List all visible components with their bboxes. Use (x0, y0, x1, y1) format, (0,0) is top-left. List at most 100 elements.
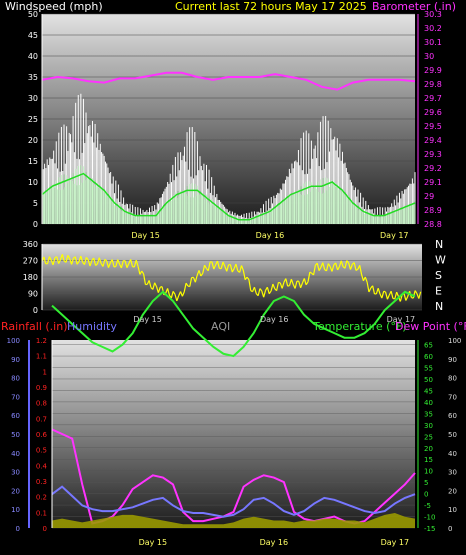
wind-dir-segment (266, 287, 270, 294)
rain-y-tick: 0.7 (36, 415, 47, 423)
wind-dir-segment (137, 266, 141, 275)
wind-dir-segment (335, 262, 339, 271)
current-title: Current last 72 hours May 17 2025 (175, 0, 367, 13)
wind-dir-segment (270, 283, 274, 292)
wind-dir-segment (93, 257, 97, 266)
wind-dir-segment (107, 262, 111, 268)
wind-dir-segment (372, 285, 376, 295)
wind-dir-segment (98, 257, 102, 264)
barometer-y-tick: 29 (424, 192, 434, 201)
wind-y-tick: 10 (28, 178, 38, 187)
wind-dir-segment (257, 288, 261, 296)
wind-y-tick: 40 (28, 52, 38, 61)
wind-dir-segment (133, 259, 137, 268)
wind-dir-segment (176, 295, 180, 302)
wind-dir-segment (353, 262, 357, 271)
rain-y-tick: 1 (43, 368, 47, 376)
barometer-title: Barometer (.in) (372, 0, 456, 13)
humidity-label: Humidity (67, 320, 117, 333)
wind-avg-line (41, 172, 416, 221)
rain-y-tick: 0.2 (36, 494, 47, 502)
rain-y-tick: 1.1 (36, 353, 47, 361)
compass-label: W (435, 254, 446, 267)
wind-dir-segment (268, 290, 272, 295)
wind-dir-segment (231, 268, 235, 273)
wind-dir-segment (290, 278, 294, 285)
wind-dir-segment (403, 293, 407, 301)
wind-dir-segment (207, 261, 211, 271)
barometer-y-tick: 29.3 (424, 150, 442, 159)
wind-y-tick: 50 (28, 10, 38, 19)
wind-dir-segment (414, 290, 418, 294)
barometer-y-tick: 30 (424, 52, 434, 61)
rain-y-tick: 0.8 (36, 400, 47, 408)
wind-dir-segment (170, 291, 174, 299)
compass-label: E (435, 285, 442, 298)
wind-dir-segment (240, 265, 244, 271)
wind-dir-segment (263, 290, 267, 298)
wind-dir-segment (204, 264, 207, 269)
wind-dir-segment (298, 281, 302, 288)
wind-dir-segment (355, 268, 359, 272)
dir-x-tick-1: Day 15 (133, 315, 162, 324)
humidity-y-tick: 0 (16, 525, 20, 533)
wind-dir-segment (220, 261, 224, 269)
wind-dir-segment (418, 291, 422, 299)
barometer-y-tick: 30.3 (424, 10, 442, 19)
wind-dir-segment (43, 256, 47, 264)
wind-dir-segment (143, 273, 147, 285)
wind-dir-segment (322, 262, 326, 270)
wind-dir-segment (226, 264, 230, 272)
wind-dir-segment (56, 256, 60, 264)
wind-dir-segment (235, 263, 239, 272)
rain-y-tick: 0.6 (36, 431, 48, 439)
aqi-label: AQI (211, 320, 230, 333)
dewpoint-y-tick: 70 (448, 393, 457, 401)
wind-dir-segment (157, 287, 161, 293)
barometer-y-tick: 29.2 (424, 164, 442, 173)
humidity-y-tick: 50 (11, 431, 20, 439)
wind-dir-segment (294, 280, 298, 289)
wind-dir-segment (216, 260, 220, 269)
wind-dir-segment (213, 264, 217, 270)
wind-dir-segment (152, 282, 156, 290)
dewpoint-y-tick: 60 (448, 412, 457, 420)
wind-dir-segment (67, 255, 71, 259)
wind-dir-segment (124, 260, 128, 268)
temp-y-tick: 45 (424, 387, 433, 395)
wind-dir-segment (76, 261, 80, 265)
humidity-y-tick: 100 (7, 337, 20, 345)
humidity-y-tick: 40 (11, 450, 20, 458)
wind-dir-segment (288, 278, 292, 286)
dewpoint-y-tick: 30 (448, 469, 457, 477)
wind-dir-segment (303, 278, 307, 285)
dir-y-tick: 90 (28, 290, 38, 299)
windspeed-title: Windspeed (mph) (5, 0, 103, 13)
dewpoint-y-tick: 10 (448, 506, 457, 514)
wind-x-tick-1: Day 15 (131, 231, 160, 240)
wind-dir-segment (359, 265, 363, 275)
barometer-y-tick: 29.9 (424, 66, 442, 75)
wind-dir-segment (80, 255, 84, 263)
wind-dir-segment (344, 260, 348, 269)
wind-dir-segment (141, 270, 145, 275)
wind-dir-segment (83, 257, 87, 265)
rain-y-tick: 0.3 (36, 478, 47, 486)
temp-y-tick: 0 (424, 491, 428, 499)
dir-y-tick: 180 (23, 273, 38, 282)
temperature-line (51, 290, 416, 358)
wind-dir-segment (318, 266, 322, 271)
barometer-y-tick: 29.7 (424, 94, 442, 103)
wind-dir-segment (405, 296, 409, 301)
wind-dir-segment (189, 277, 193, 287)
barometer-y-tick: 28.8 (424, 220, 442, 229)
wind-dir-segment (229, 264, 233, 273)
dewpoint-y-tick: 80 (448, 375, 457, 383)
wind-dir-segment (312, 265, 316, 276)
rain-y-tick: 0.5 (36, 447, 47, 455)
wind-dir-segment (287, 284, 290, 287)
rain-y-tick: 0.4 (36, 462, 48, 470)
wind-dir-segment (58, 259, 62, 264)
wind-y-tick: 45 (28, 31, 38, 40)
dewpoint-y-tick: 100 (448, 337, 461, 345)
